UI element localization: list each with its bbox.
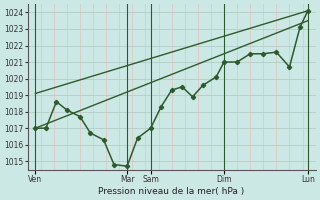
X-axis label: Pression niveau de la mer( hPa ): Pression niveau de la mer( hPa ) xyxy=(99,187,245,196)
